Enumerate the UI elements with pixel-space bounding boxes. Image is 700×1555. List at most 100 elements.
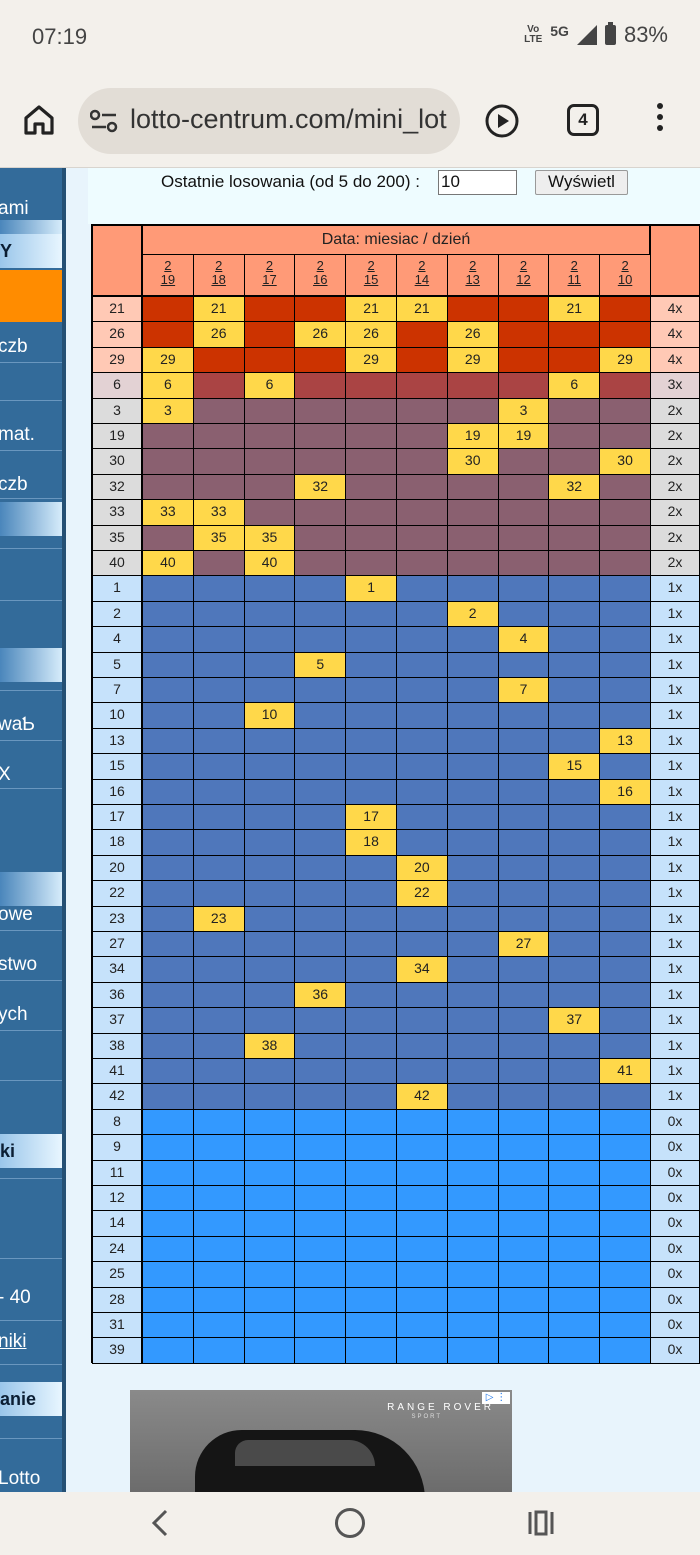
miss-cell	[599, 931, 651, 958]
date-column-header[interactable]: 2 14	[396, 254, 448, 296]
sidebar-active-item[interactable]	[0, 270, 62, 322]
miss-cell	[294, 905, 347, 932]
sidebar-item[interactable]: ami	[0, 198, 29, 219]
sidebar-item[interactable]: mat.	[0, 424, 35, 445]
miss-cell	[446, 1337, 499, 1364]
sidebar-section-header	[0, 872, 62, 906]
date-column-header[interactable]: 2 18	[192, 254, 245, 296]
miss-cell	[599, 1108, 651, 1136]
site-settings-icon[interactable]	[90, 108, 118, 134]
miss-cell	[396, 905, 448, 932]
home-icon[interactable]	[22, 103, 56, 137]
more-menu-icon[interactable]	[652, 103, 668, 139]
sidebar-item[interactable]: owe	[0, 904, 33, 925]
hit-count: 0x	[650, 1337, 700, 1364]
miss-cell	[345, 1337, 397, 1364]
miss-cell	[192, 397, 245, 424]
address-bar[interactable]: lotto-centrum.com/mini_lot	[78, 88, 460, 154]
miss-cell	[548, 981, 601, 1009]
miss-cell	[192, 1083, 245, 1110]
sidebar-item[interactable]: - 40	[0, 1287, 31, 1308]
play-icon[interactable]	[484, 103, 520, 139]
miss-cell	[548, 448, 601, 475]
miss-cell	[192, 1134, 245, 1161]
date-column-header[interactable]: 2 10	[599, 254, 651, 296]
miss-cell	[142, 1210, 194, 1237]
miss-cell	[396, 981, 448, 1009]
draw-count-input[interactable]: 10	[438, 170, 517, 195]
miss-cell	[548, 575, 601, 602]
number-label: 13	[92, 727, 142, 755]
miss-cell	[142, 626, 194, 653]
sidebar-item[interactable]: Y	[0, 234, 62, 268]
miss-cell	[243, 346, 296, 374]
number-label: 6	[92, 372, 142, 399]
miss-cell	[446, 905, 499, 932]
date-column-header[interactable]: 2 17	[243, 254, 296, 296]
date-column-header[interactable]: 2 11	[548, 254, 601, 296]
date-column-header[interactable]: 2 16	[294, 254, 347, 296]
sidebar-item[interactable]: czb	[0, 336, 28, 357]
miss-cell	[446, 397, 499, 424]
sidebar-divider	[0, 1438, 62, 1439]
sidebar-item[interactable]: anie	[0, 1382, 62, 1416]
back-icon[interactable]	[148, 1508, 172, 1538]
home-nav-icon[interactable]	[335, 1508, 365, 1538]
miss-cell	[599, 1032, 651, 1059]
miss-cell	[345, 651, 397, 678]
sidebar-item[interactable]: Lotto	[0, 1468, 41, 1489]
hit-count: 0x	[650, 1286, 700, 1313]
miss-cell	[396, 1185, 448, 1212]
miss-cell	[192, 372, 245, 399]
tab-switcher-button[interactable]: 4	[567, 104, 599, 136]
sidebar-item[interactable]: X	[0, 764, 62, 786]
sidebar-divider	[0, 1320, 62, 1321]
sidebar-item[interactable]: niki	[0, 1331, 27, 1352]
sidebar-item[interactable]: ych	[0, 1004, 28, 1025]
show-button[interactable]: Wyświetl	[535, 170, 628, 195]
miss-cell	[243, 296, 296, 323]
miss-cell	[446, 1058, 499, 1085]
date-column-header[interactable]: 2 19	[142, 254, 194, 296]
hit-cell: 1	[345, 575, 397, 602]
miss-cell	[294, 296, 347, 323]
hit-cell: 40	[142, 550, 194, 577]
miss-cell	[345, 626, 397, 653]
sidebar-item[interactable]: ki	[0, 1134, 62, 1168]
miss-cell	[497, 600, 550, 628]
miss-cell	[548, 1235, 601, 1263]
miss-cell	[243, 1134, 296, 1161]
hit-cell: 26	[192, 321, 245, 348]
miss-cell	[548, 1286, 601, 1313]
miss-cell	[497, 1337, 550, 1364]
miss-cell	[243, 397, 296, 424]
number-label: 16	[92, 778, 142, 805]
miss-cell	[294, 880, 347, 907]
sidebar-item[interactable]: stwo	[0, 954, 38, 975]
hit-count: 2x	[650, 550, 700, 577]
miss-cell	[396, 626, 448, 653]
date-column-header[interactable]: 2 12	[497, 254, 550, 296]
advertisement[interactable]: ▷ ⋮ RANGE ROVER SPORT	[130, 1390, 512, 1492]
date-column-header[interactable]: 2 15	[345, 254, 397, 296]
miss-cell	[192, 346, 245, 374]
miss-cell	[396, 1108, 448, 1136]
signal-icon	[576, 25, 597, 45]
miss-cell	[294, 677, 347, 704]
recent-apps-icon[interactable]	[527, 1510, 555, 1536]
hit-cell: 32	[548, 473, 601, 501]
miss-cell	[548, 1134, 601, 1161]
date-column-header[interactable]: 2 13	[446, 254, 499, 296]
sidebar-divider	[0, 600, 62, 601]
miss-cell	[446, 956, 499, 983]
sidebar-item[interactable]: waƄ	[0, 714, 35, 735]
ad-choices-icon[interactable]: ▷ ⋮	[482, 1392, 510, 1404]
miss-cell	[446, 981, 499, 1009]
miss-cell	[497, 702, 550, 729]
hit-count: 2x	[650, 448, 700, 475]
hit-cell: 41	[599, 1058, 651, 1085]
miss-cell	[243, 423, 296, 450]
sidebar-item[interactable]: czb	[0, 474, 28, 495]
hit-count: 4x	[650, 321, 700, 348]
hit-cell: 29	[345, 346, 397, 374]
